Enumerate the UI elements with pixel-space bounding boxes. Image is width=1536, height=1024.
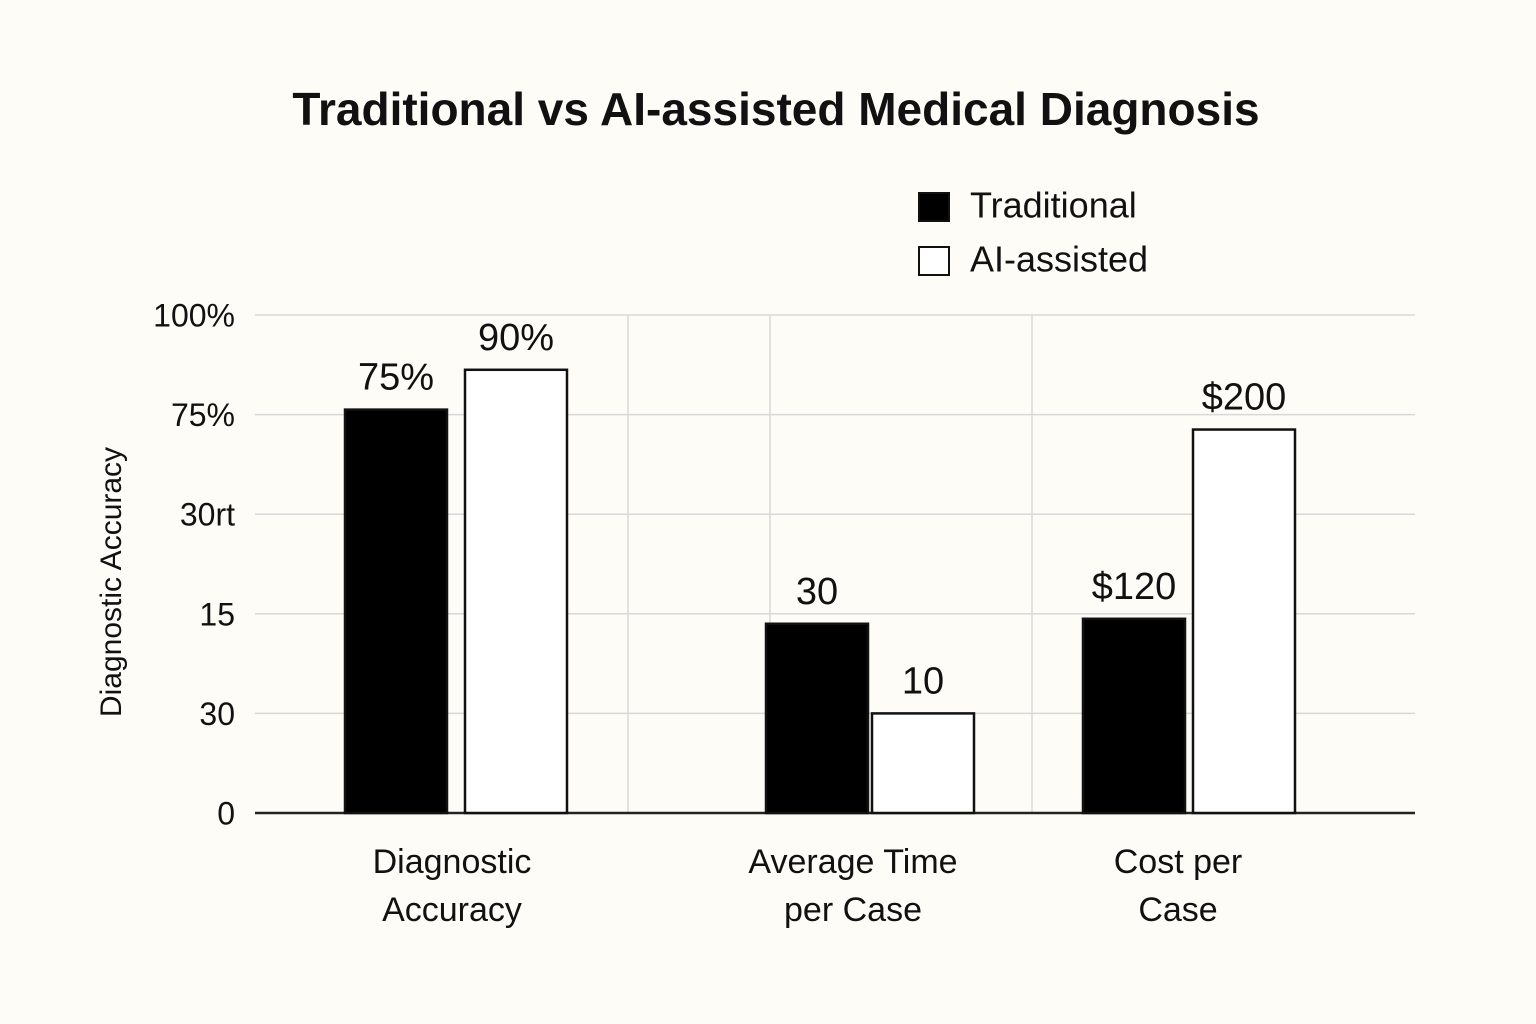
value-label: $200 bbox=[1202, 377, 1287, 419]
legend-swatch bbox=[918, 246, 950, 276]
value-label: 75% bbox=[358, 357, 434, 399]
y-tick-label: 30 bbox=[199, 696, 235, 732]
y-tick-label: 75% bbox=[171, 397, 235, 433]
bar bbox=[1081, 617, 1187, 815]
legend-label: AI-assisted bbox=[970, 239, 1148, 280]
x-tick-label: Diagnostic Accuracy bbox=[372, 843, 532, 929]
y-tick-label: 30rt bbox=[180, 497, 235, 533]
x-tick-label: Cost per Case bbox=[1113, 843, 1243, 929]
y-tick-label: 100% bbox=[153, 297, 235, 333]
value-label: 10 bbox=[902, 660, 944, 702]
y-tick-label: 15 bbox=[199, 596, 235, 632]
y-axis-label: Diagnostic Accuracy bbox=[95, 447, 128, 717]
bar bbox=[870, 712, 976, 815]
value-label: $120 bbox=[1092, 566, 1177, 608]
value-label: 30 bbox=[796, 571, 838, 613]
bar bbox=[343, 408, 449, 815]
value-label: 90% bbox=[478, 317, 554, 359]
bar bbox=[764, 622, 870, 815]
bar bbox=[1191, 428, 1297, 815]
x-tick-label: Average Time per Case bbox=[748, 843, 958, 929]
bar bbox=[463, 368, 569, 815]
chart-title: Traditional vs AI-assisted Medical Diagn… bbox=[292, 83, 1259, 135]
legend-swatch bbox=[918, 192, 950, 222]
y-tick-label: 0 bbox=[217, 795, 235, 831]
legend-label: Traditional bbox=[970, 185, 1137, 226]
